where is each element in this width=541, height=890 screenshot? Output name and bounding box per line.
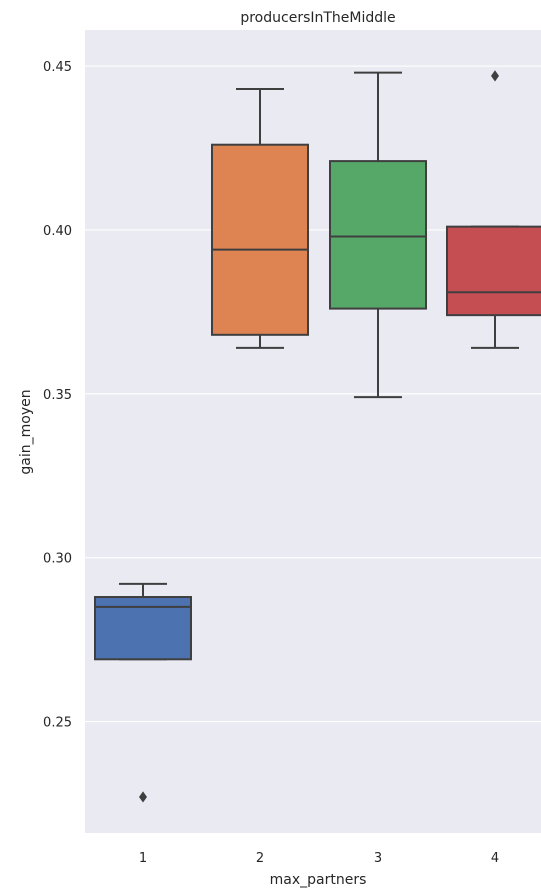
y-tick-label: 0.40: [43, 224, 72, 239]
box-iqr: [329, 160, 427, 310]
box-group-4: [446, 70, 541, 349]
y-tick-label: 0.30: [43, 552, 72, 567]
x-tick-label: 3: [374, 851, 382, 866]
x-tick-label: 2: [256, 851, 264, 866]
outlier-point: [139, 791, 147, 803]
boxes-layer: [94, 70, 541, 803]
y-tick-label: 0.45: [43, 60, 72, 75]
box-group-2: [211, 87, 309, 349]
chart-title: producersInTheMiddle: [240, 10, 395, 26]
y-tick-label: 0.25: [43, 716, 72, 731]
y-axis-label: gain_moyen: [18, 389, 34, 474]
x-tick-label: 1: [139, 851, 147, 866]
x-axis-label: max_partners: [270, 872, 367, 888]
y-axis-ticks: 0.25 0.30 0.35 0.40 0.45: [43, 60, 72, 731]
box-group-3: [329, 71, 427, 399]
plot-area: [85, 30, 541, 833]
box-iqr: [446, 225, 541, 317]
x-tick-label: 4: [491, 851, 499, 866]
x-axis-ticks: 1 2 3 4: [139, 851, 499, 866]
y-tick-label: 0.35: [43, 388, 72, 403]
box-group-1: [94, 582, 192, 803]
box-iqr: [211, 143, 309, 336]
outlier-point: [491, 70, 499, 82]
